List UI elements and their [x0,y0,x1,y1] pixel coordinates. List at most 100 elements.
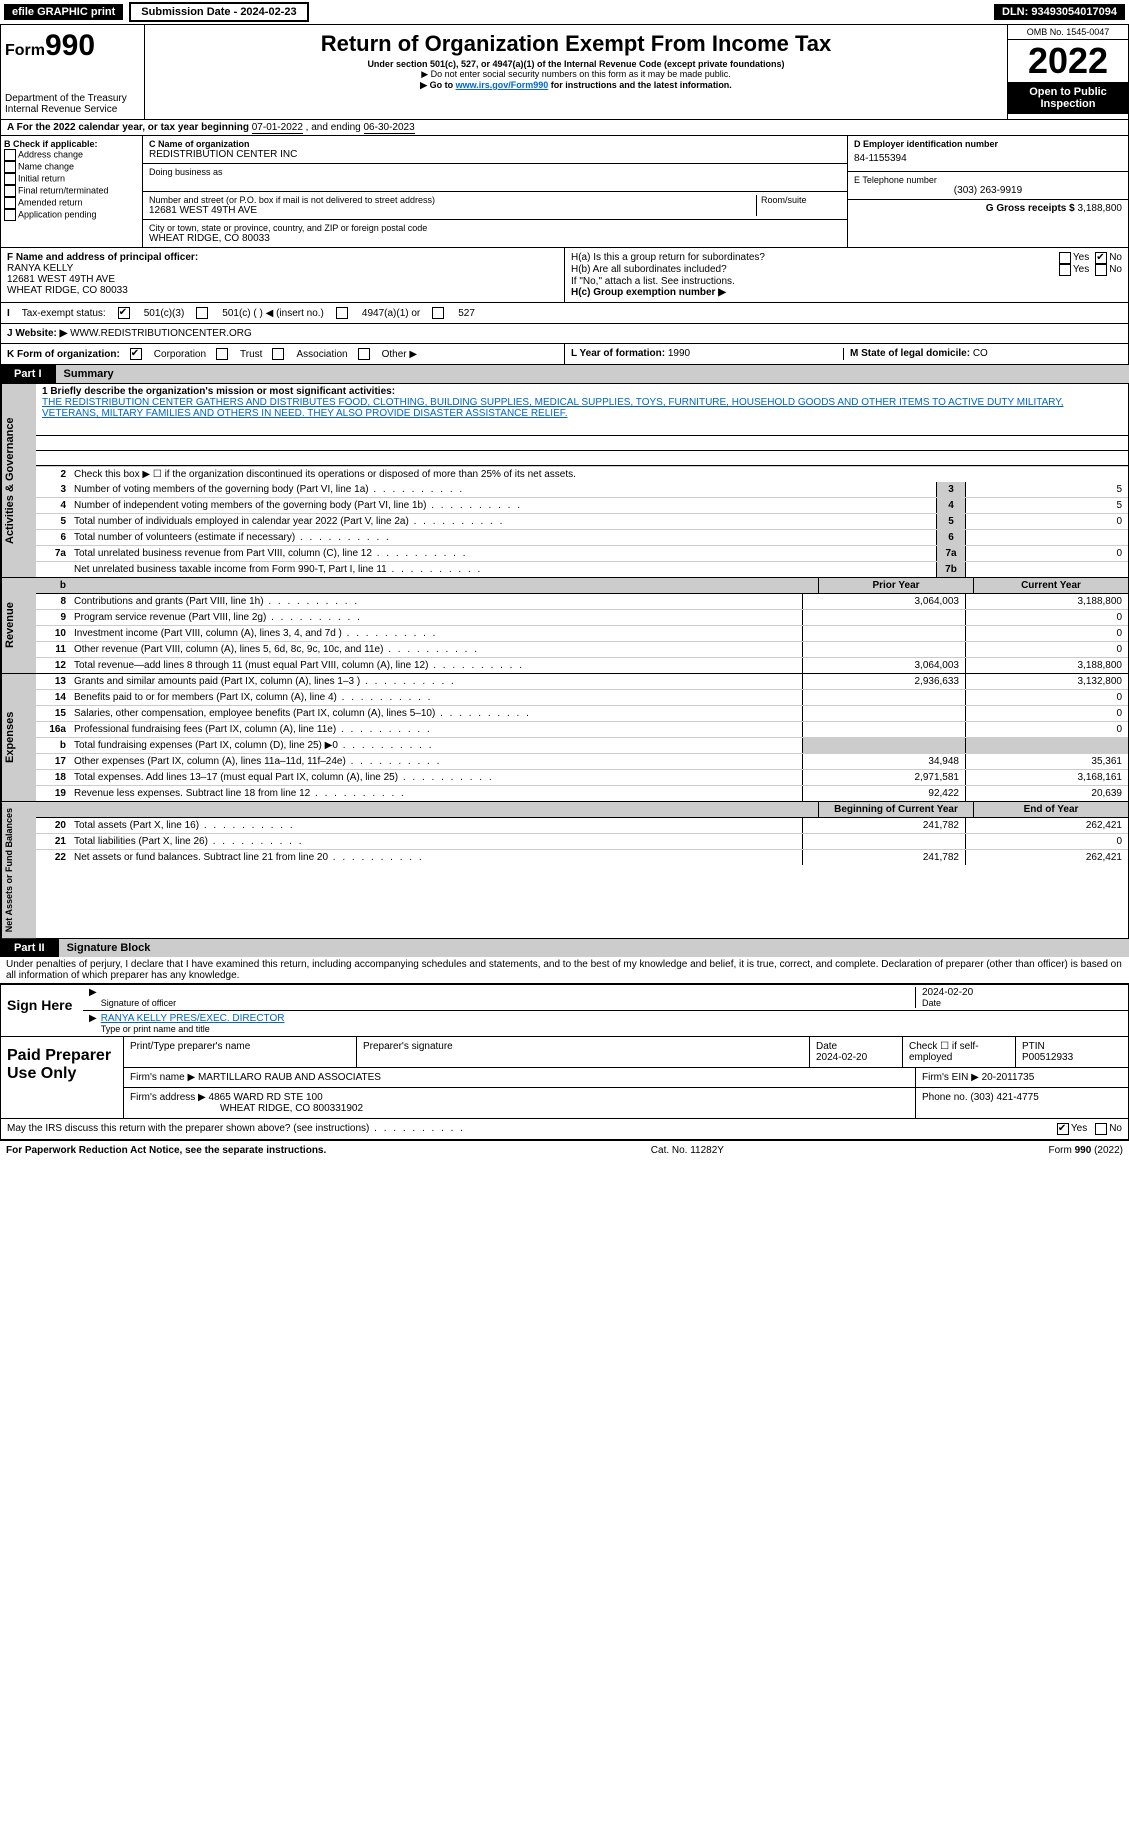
top-bar: efile GRAPHIC print Submission Date - 20… [0,0,1129,24]
checkbox-assoc[interactable] [272,348,284,360]
checkbox-corp[interactable] [130,348,142,360]
checkbox-final-return[interactable] [4,185,16,197]
label-app-pending: Application pending [18,209,97,219]
sidebar-governance: Activities & Governance [1,384,36,577]
label-amended: Amended return [18,197,83,207]
ptin-header: PTIN [1022,1041,1122,1052]
addr-label: Number and street (or P.O. box if mail i… [149,195,756,205]
col-b-title: B Check if applicable: [4,139,139,149]
k-label: K Form of organization: [7,349,120,360]
firm-phone-label: Phone no. [922,1092,968,1103]
irs-link[interactable]: www.irs.gov/Form990 [456,80,549,90]
label-trust: Trust [240,349,262,360]
label-assoc: Association [296,349,347,360]
line-value: 5 [966,498,1128,513]
checkbox-4947[interactable] [336,307,348,319]
line-num [36,562,70,577]
line-text: Other expenses (Part IX, column (A), lin… [70,754,802,769]
sig-date-label: Date [922,998,1122,1008]
label-no-2: No [1109,264,1122,276]
line-text: Benefits paid to or for members (Part IX… [70,690,802,705]
line-value: 0 [966,514,1128,529]
checkbox-hb-yes[interactable] [1059,264,1071,276]
line-num: 17 [36,754,70,769]
prior-year-value: 92,422 [802,786,965,801]
part-1-tab: Part I [0,365,56,383]
blank-cell: b [36,578,70,593]
paid-preparer-label: Paid Preparer Use Only [1,1037,123,1118]
line-box: 5 [936,514,966,529]
checkbox-501c[interactable] [196,307,208,319]
prior-year-value [802,706,965,721]
officer-addr2: WHEAT RIDGE, CO 80033 [7,285,558,296]
checkbox-trust[interactable] [216,348,228,360]
current-year-value [965,738,1128,753]
checkbox-address-change[interactable] [4,149,16,161]
form-number: 990 [45,29,95,62]
line-box: 4 [936,498,966,513]
label-501c-other: 501(c) ( ) ◀ (insert no.) [222,308,324,319]
line-num: 15 [36,706,70,721]
prior-year-value: 241,782 [802,818,965,833]
current-year-value: 3,188,800 [965,594,1128,609]
line-text: Program service revenue (Part VIII, line… [70,610,802,625]
current-year-value: 0 [965,690,1128,705]
line-text: Total number of volunteers (estimate if … [70,530,936,545]
checkbox-other[interactable] [358,348,370,360]
prep-name-header: Print/Type preparer's name [124,1037,357,1067]
line-num: 5 [36,514,70,529]
line-num: 12 [36,658,70,673]
column-b: B Check if applicable: Address change Na… [1,136,143,247]
current-year-value: 0 [965,834,1128,849]
checkbox-initial-return[interactable] [4,173,16,185]
column-d: D Employer identification number 84-1155… [847,136,1128,247]
prior-year-value: 2,971,581 [802,770,965,785]
current-year-value: 0 [965,706,1128,721]
label-discuss-no: No [1109,1123,1122,1135]
prep-date-value: 2024-02-20 [816,1052,896,1063]
prior-year-value: 3,064,003 [802,658,965,673]
city-label: City or town, state or province, country… [149,223,841,233]
label-501c3: 501(c)(3) [144,308,185,319]
paid-preparer-block: Paid Preparer Use Only Print/Type prepar… [1,1036,1128,1118]
l-value: 1990 [668,348,690,359]
checkbox-name-change[interactable] [4,161,16,173]
line-text: Total revenue—add lines 8 through 11 (mu… [70,658,802,673]
line-a-mid: , and ending [306,122,364,133]
line-num: 22 [36,850,70,865]
checkbox-ha-yes[interactable] [1059,252,1071,264]
ein-label: D Employer identification number [854,139,1122,149]
checkbox-amended[interactable] [4,197,16,209]
end-year-header: End of Year [973,802,1128,817]
section-bcd: B Check if applicable: Address change Na… [0,136,1129,248]
line-text: Investment income (Part VIII, column (A)… [70,626,802,641]
prior-year-header: Prior Year [818,578,973,593]
checkbox-ha-no[interactable] [1095,252,1107,264]
label-name-change: Name change [18,161,74,171]
checkbox-527[interactable] [432,307,444,319]
checkbox-hb-no[interactable] [1095,264,1107,276]
part-2-header: Part II Signature Block [0,939,1129,957]
label-no: No [1109,252,1122,264]
label-yes-2: Yes [1073,264,1089,276]
beginning-year-header: Beginning of Current Year [818,802,973,817]
checkbox-501c3[interactable] [118,307,130,319]
tax-year: 2022 [1008,40,1128,82]
checkbox-discuss-yes[interactable] [1057,1123,1069,1135]
phone-value: (303) 263-9919 [854,185,1122,196]
current-year-value: 0 [965,610,1128,625]
gross-receipts-label: G Gross receipts $ [986,203,1075,214]
note2-prefix: ▶ Go to [420,80,455,90]
prior-year-value: 34,948 [802,754,965,769]
line-num: 14 [36,690,70,705]
current-year-header: Current Year [973,578,1128,593]
checkbox-discuss-no[interactable] [1095,1123,1107,1135]
label-initial-return: Initial return [18,173,65,183]
m-label: M State of legal domicile: [850,348,970,359]
line-num: 11 [36,642,70,657]
part-2-tab: Part II [0,939,59,957]
checkbox-app-pending[interactable] [4,209,16,221]
line-value [966,562,1128,577]
form-prefix: Form [5,42,45,59]
form-subtitle: Under section 501(c), 527, or 4947(a)(1)… [153,59,999,69]
